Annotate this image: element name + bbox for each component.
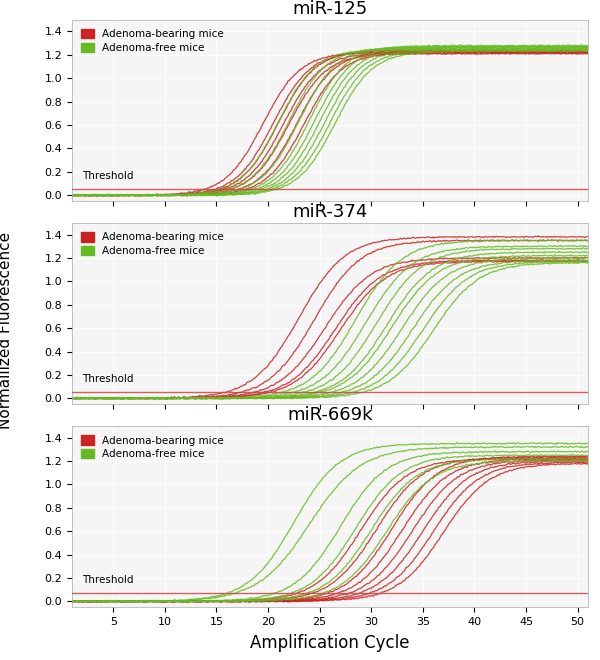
Title: miR-669k: miR-669k [287, 407, 373, 424]
Legend: Adenoma-bearing mice, Adenoma-free mice: Adenoma-bearing mice, Adenoma-free mice [77, 431, 228, 463]
X-axis label: Amplification Cycle: Amplification Cycle [250, 634, 410, 652]
Legend: Adenoma-bearing mice, Adenoma-free mice: Adenoma-bearing mice, Adenoma-free mice [77, 228, 228, 260]
Text: Threshold: Threshold [82, 171, 134, 182]
Text: Normailized Fluorescence: Normailized Fluorescence [0, 232, 14, 428]
Title: miR-374: miR-374 [292, 203, 368, 221]
Title: miR-125: miR-125 [292, 0, 368, 18]
Text: Threshold: Threshold [82, 374, 134, 384]
Text: Threshold: Threshold [82, 575, 134, 585]
Legend: Adenoma-bearing mice, Adenoma-free mice: Adenoma-bearing mice, Adenoma-free mice [77, 25, 228, 57]
